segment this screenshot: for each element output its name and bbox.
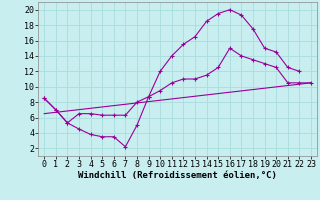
X-axis label: Windchill (Refroidissement éolien,°C): Windchill (Refroidissement éolien,°C) [78,171,277,180]
